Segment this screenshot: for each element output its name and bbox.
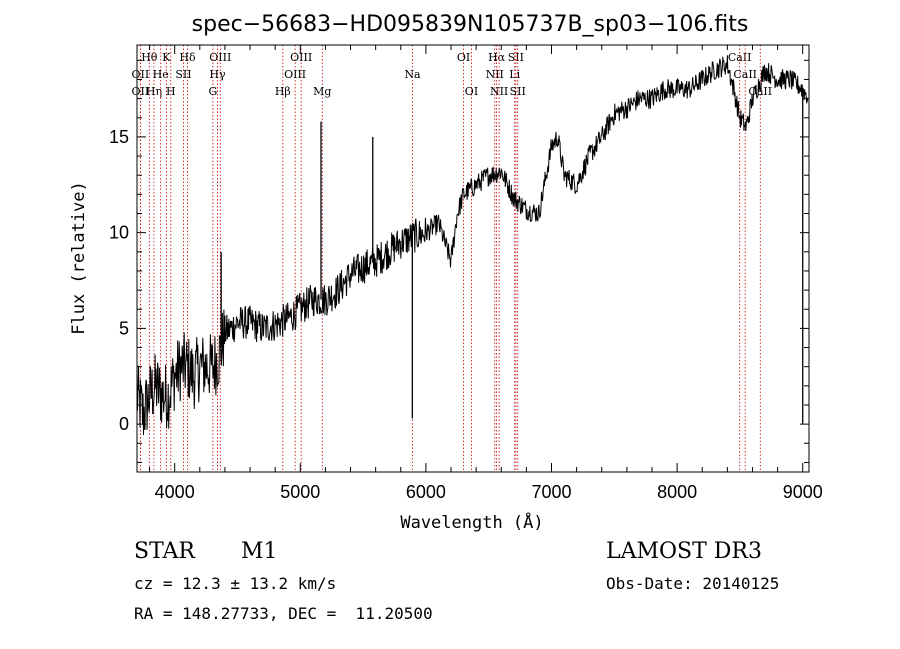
object-class: STAR xyxy=(134,539,195,564)
line-label-22: Li xyxy=(509,68,520,81)
x-tick-label-5: 9000 xyxy=(783,482,823,502)
line-label-4: He xyxy=(153,68,169,81)
line-label-8: Hδ xyxy=(179,51,196,64)
line-label-16: Na xyxy=(404,68,421,81)
y-tick-label-3: 15 xyxy=(109,127,129,147)
line-label-26: CaII xyxy=(733,68,757,81)
line-label-7: SII xyxy=(175,68,191,81)
chart-title: spec−56683−HD095839N105737B_sp03−106.fit… xyxy=(192,12,749,37)
line-label-18: OI xyxy=(465,85,478,98)
line-label-2: OII xyxy=(132,85,150,98)
x-tick-label-2: 6000 xyxy=(406,482,446,502)
line-label-24: SII xyxy=(510,85,526,98)
plot-frame xyxy=(136,44,810,473)
line-label-5: K xyxy=(162,51,171,64)
y-tick-label-2: 10 xyxy=(109,223,129,243)
spectrum-line xyxy=(136,55,809,436)
line-label-17: OI xyxy=(457,51,470,64)
line-label-6: H xyxy=(166,85,176,98)
x-tick-label-1: 5000 xyxy=(280,482,320,502)
y-axis-label: Flux (relative) xyxy=(69,181,89,335)
emission-lines-layer: HθOIIOIIHηHeKHSIIHδGHγOIIIHβOIIIOIIIMgNa… xyxy=(132,45,772,472)
x-axis-label: Wavelength (Å) xyxy=(400,511,543,533)
line-label-9: G xyxy=(208,85,217,98)
axes-ticks-layer: 4000 5000 6000 7000 8000 9000 0 5 10 15 xyxy=(109,45,823,502)
line-label-21: NII xyxy=(490,85,508,98)
object-subclass: M1 xyxy=(241,539,278,564)
x-tick-label-4: 8000 xyxy=(657,482,697,502)
spectrum-layer xyxy=(136,55,809,436)
catalog-name: LAMOST DR3 xyxy=(606,539,762,564)
coordinates-text: RA = 148.27733, DEC = 11.20500 xyxy=(134,604,433,623)
y-tick-label-1: 5 xyxy=(119,318,129,338)
line-label-11: OIII xyxy=(209,51,231,64)
line-label-10: Hγ xyxy=(209,68,226,81)
line-label-12: Hβ xyxy=(275,85,291,98)
redshift-text: cz = 12.3 ± 13.2 km/s xyxy=(134,574,337,593)
x-tick-label-0: 4000 xyxy=(155,482,195,502)
line-label-14: OIII xyxy=(290,51,312,64)
y-tick-label-0: 0 xyxy=(119,414,129,434)
line-label-0: Hθ xyxy=(141,51,158,64)
line-label-15: Mg xyxy=(313,85,331,98)
line-label-13: OIII xyxy=(284,68,306,81)
line-label-19: NII xyxy=(486,68,504,81)
x-tick-label-3: 7000 xyxy=(531,482,571,502)
line-label-23: SII xyxy=(508,51,524,64)
line-label-3: Hη xyxy=(146,85,162,98)
obs-date-text: Obs-Date: 20140125 xyxy=(606,574,780,593)
line-label-25: CaII xyxy=(728,51,752,64)
line-label-20: Hα xyxy=(488,51,506,64)
